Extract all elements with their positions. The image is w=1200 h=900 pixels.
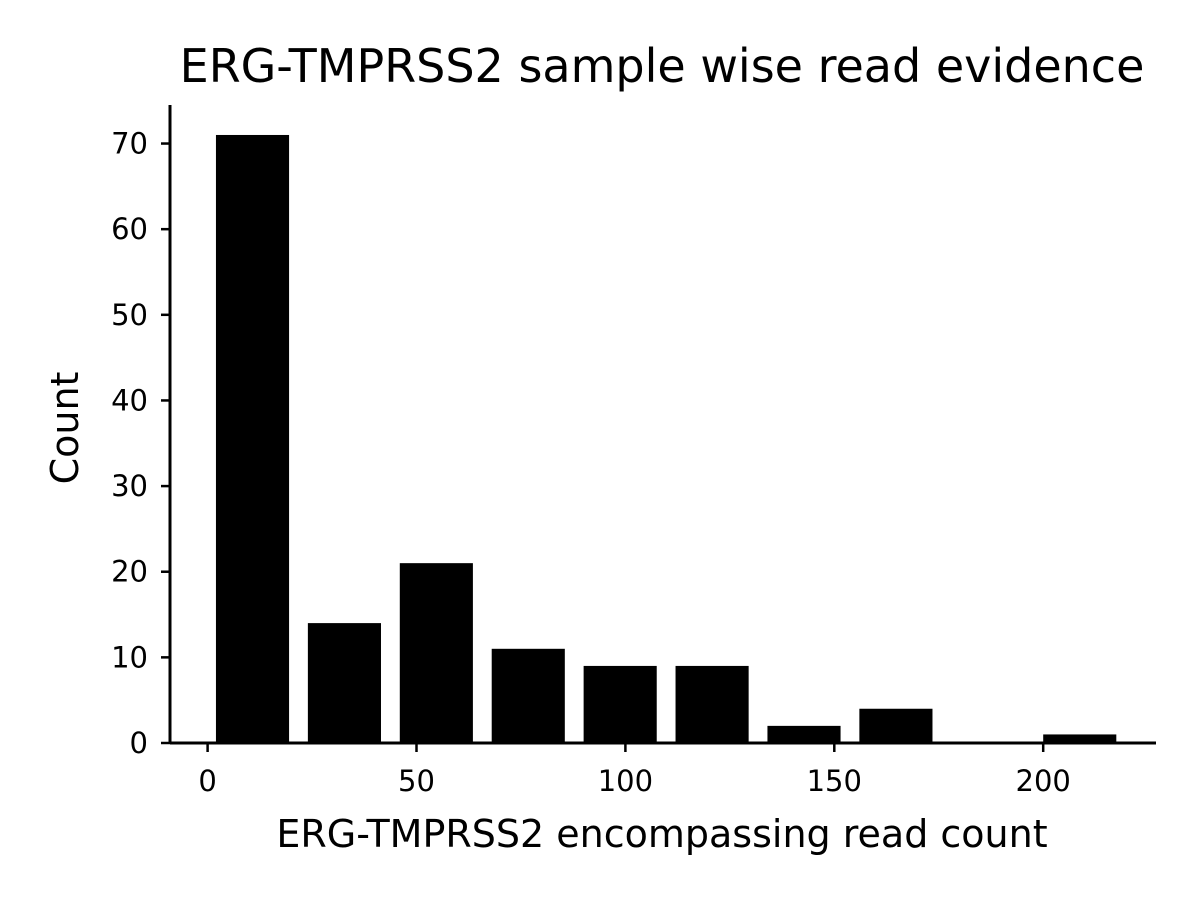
histogram-bar — [767, 725, 841, 743]
histogram-bar — [307, 623, 381, 743]
x-tick-label: 50 — [398, 764, 435, 798]
histogram-bar — [1043, 734, 1117, 743]
y-tick-label: 0 — [130, 726, 148, 760]
y-tick-label: 20 — [111, 555, 148, 589]
y-tick-label: 40 — [111, 383, 148, 417]
chart-title: ERG-TMPRSS2 sample wise read evidence — [180, 39, 1145, 93]
y-tick-label: 50 — [111, 298, 148, 332]
y-tick-label: 60 — [111, 212, 148, 246]
x-tick-label: 150 — [807, 764, 862, 798]
x-axis-ticks: 0 50 100 150 200 — [198, 743, 1071, 798]
x-tick-label: 200 — [1016, 764, 1071, 798]
y-tick-label: 30 — [111, 469, 148, 503]
histogram-bar — [399, 563, 473, 743]
histogram-bar — [215, 134, 290, 744]
x-axis-label: ERG-TMPRSS2 encompassing read count — [276, 812, 1047, 856]
y-axis-label: Count — [43, 372, 87, 485]
bars-group — [215, 134, 1117, 744]
x-tick-label: 0 — [198, 764, 216, 798]
histogram-bar — [675, 665, 749, 743]
y-tick-label: 70 — [111, 127, 148, 161]
x-tick-label: 100 — [598, 764, 653, 798]
histogram-bar — [859, 708, 933, 743]
histogram-bar — [583, 665, 657, 743]
y-tick-label: 10 — [111, 640, 148, 674]
y-axis-ticks: 0 10 20 30 40 50 60 70 — [111, 127, 170, 760]
histogram-bar — [491, 648, 565, 743]
